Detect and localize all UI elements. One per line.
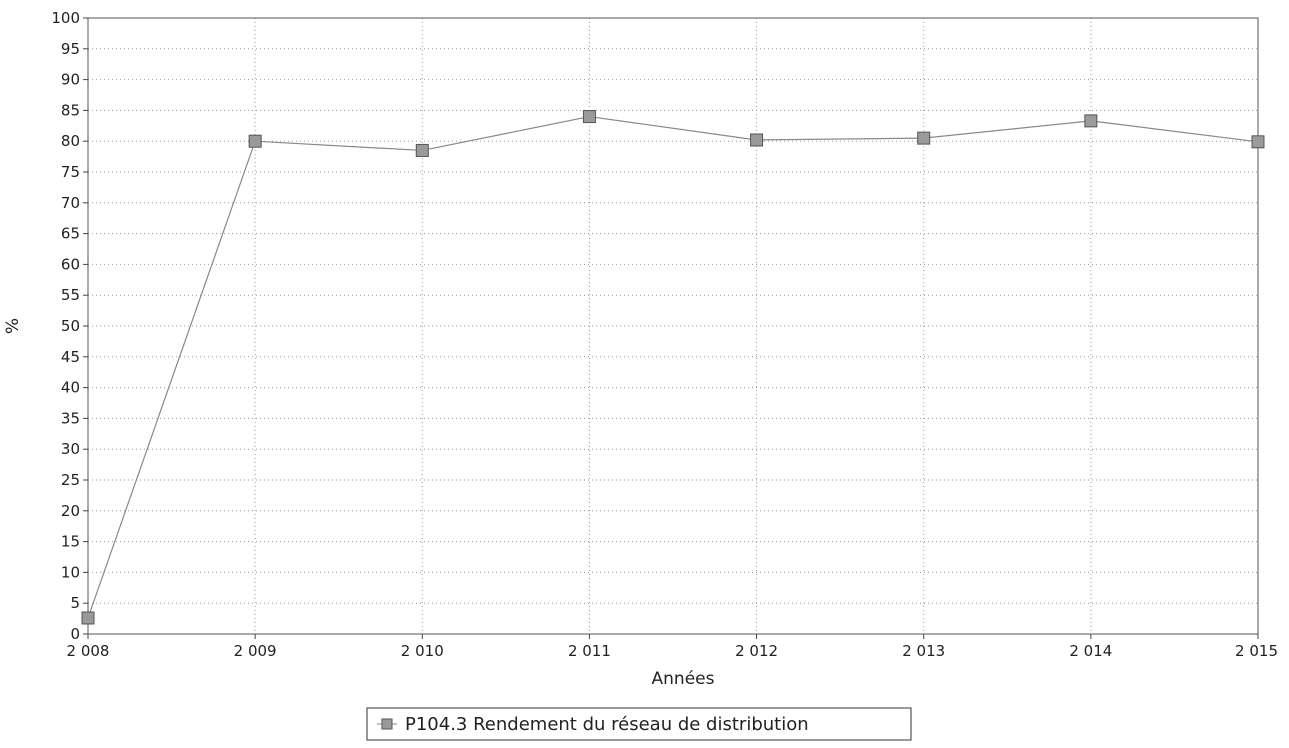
y-tick-label: 60 [61,255,80,273]
x-axis: 2 008 2 009 2 010 2 011 2 012 2 013 2 014 2 015 [67,634,1278,660]
legend: P104.3 Rendement du réseau de distributi… [366,707,912,741]
y-tick-label: 85 [61,101,80,119]
y-tick-label: 75 [61,163,80,181]
x-tick-label: 2 014 [1069,642,1112,660]
legend-box [366,707,912,741]
y-tick-label: 25 [61,471,80,489]
y-tick-label: 30 [61,440,80,458]
data-point [582,110,596,124]
y-tick-label: 65 [61,225,80,243]
data-point [81,611,95,625]
data-point [1251,135,1265,149]
x-tick-label: 2 011 [568,642,611,660]
x-tick-label: 2 009 [234,642,277,660]
x-tick-label: 2 013 [902,642,945,660]
data-point [750,133,764,147]
legend-entry-label: P104.3 Rendement du réseau de distributi… [405,714,809,735]
y-tick-label: 55 [61,286,80,304]
data-point [917,131,931,145]
y-tick-label: 70 [61,194,80,212]
y-tick-label: 20 [61,502,80,520]
y-tick-label: 95 [61,40,80,58]
x-axis-title: Années [652,669,715,689]
series [81,110,1265,625]
y-tick-label: 35 [61,409,80,427]
y-tick-label: 10 [61,563,80,581]
grid [88,18,1258,634]
y-axis: 0 5 10 15 20 25 30 35 40 45 50 55 60 65 70 75 80 85 90 95 10… [51,9,88,643]
y-tick-label: 5 [70,594,80,612]
y-tick-label: 45 [61,348,80,366]
x-tick-label: 2 008 [67,642,110,660]
x-tick-label: 2 012 [735,642,778,660]
y-tick-label: 40 [61,379,80,397]
y-tick-label: 100 [51,9,80,27]
data-point [1084,114,1098,128]
data-point [415,143,429,157]
data-point [248,134,262,148]
y-tick-label: 0 [70,625,80,643]
y-tick-label: 80 [61,132,80,150]
series-line [87,115,1259,619]
x-tick-label: 2 015 [1235,642,1278,660]
y-tick-label: 50 [61,317,80,335]
x-tick-label: 2 010 [401,642,444,660]
y-tick-label: 90 [61,71,80,89]
legend-marker [381,718,393,730]
y-tick-label: 15 [61,533,80,551]
y-axis-title: % [3,318,23,334]
